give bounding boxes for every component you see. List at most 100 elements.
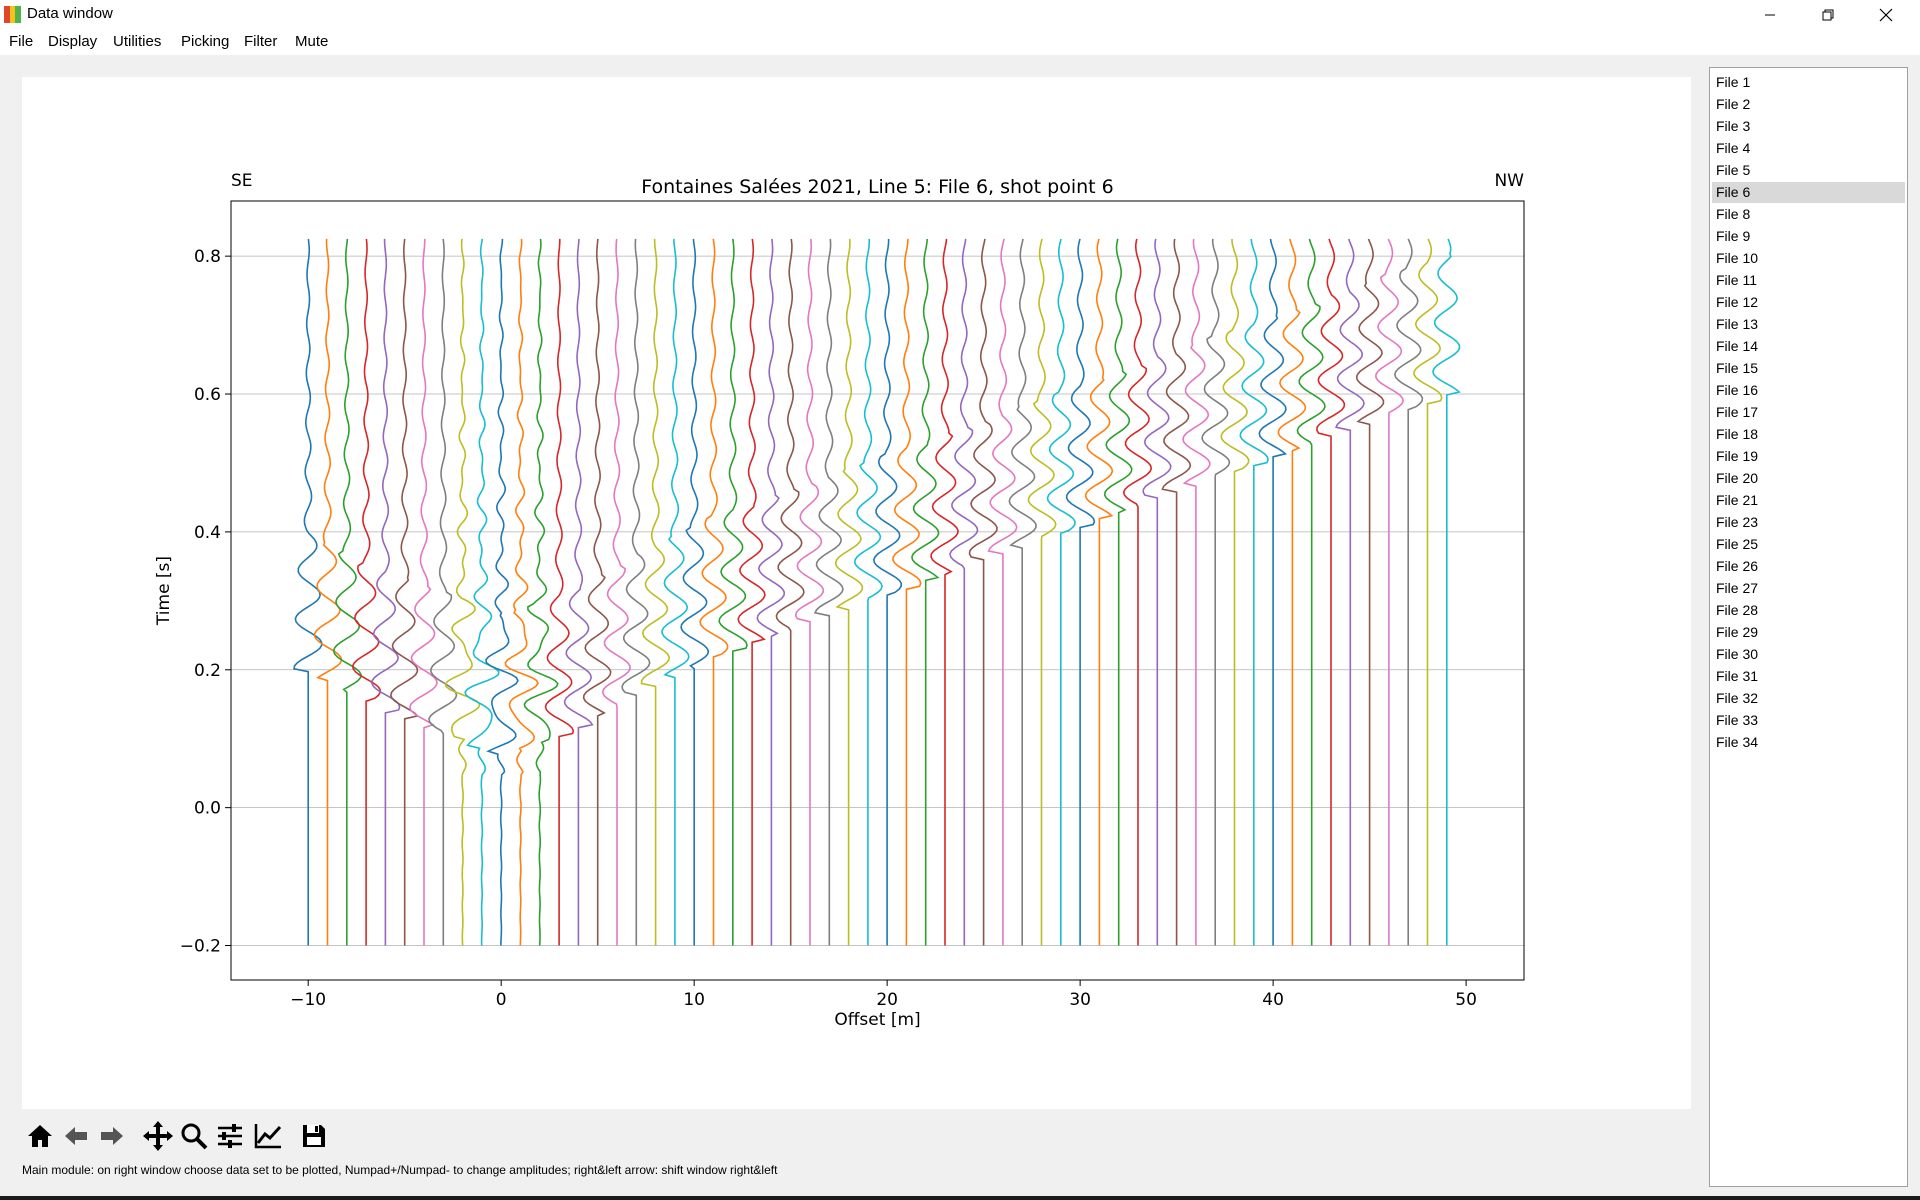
- menu-mute[interactable]: Mute: [295, 33, 329, 50]
- home-button[interactable]: [22, 1118, 58, 1154]
- seismic-trace: [371, 238, 401, 946]
- seismic-trace: [1375, 238, 1405, 946]
- file-list-item[interactable]: File 3: [1716, 118, 1751, 134]
- seismic-trace: [987, 238, 1018, 946]
- pan-button[interactable]: [140, 1118, 176, 1154]
- menu-bar: File Display Utilities Picking Filter Mu…: [0, 29, 1920, 55]
- file-list-item[interactable]: File 18: [1716, 426, 1759, 442]
- seismic-trace: [968, 238, 998, 946]
- seismic-trace: [756, 238, 786, 946]
- menu-picking[interactable]: Picking: [181, 33, 230, 50]
- window-title: Data window: [27, 5, 113, 22]
- minimize-button[interactable]: [1741, 0, 1799, 29]
- home-icon: [28, 1125, 52, 1147]
- back-button[interactable]: [58, 1118, 94, 1154]
- file-list[interactable]: File 1 File 2 File 3 File 4 File 5 File 6 File…: [1709, 67, 1908, 1187]
- edit-axis-button[interactable]: [250, 1118, 286, 1154]
- file-list-item[interactable]: File 33: [1716, 712, 1759, 728]
- seismic-trace: [1142, 238, 1172, 946]
- status-message: Main module: on right window choose data…: [22, 1163, 778, 1177]
- menu-display[interactable]: Display: [48, 33, 98, 50]
- file-list-item[interactable]: File 12: [1716, 294, 1759, 310]
- file-list-item[interactable]: File 26: [1716, 558, 1759, 574]
- seismic-trace: [1046, 238, 1076, 946]
- seismic-trace: [389, 238, 420, 946]
- file-list-item[interactable]: File 10: [1716, 250, 1759, 266]
- figure-canvas[interactable]: −10 0 10 20 30 40 50 −0.2 0.0 0.2 0.4 0.6 0.8 Fontai…: [22, 77, 1691, 1109]
- seismic-trace: [1393, 238, 1424, 946]
- file-list-item[interactable]: File 34: [1716, 734, 1759, 750]
- file-list-item[interactable]: File 8: [1716, 206, 1751, 222]
- seismic-trace: [1413, 238, 1443, 946]
- x-tick-label: 20: [876, 990, 898, 1010]
- seismic-plot[interactable]: −10 0 10 20 30 40 50 −0.2 0.0 0.2 0.4 0.6 0.8 Fontai…: [22, 77, 1691, 1109]
- seismic-trace: [428, 238, 458, 946]
- file-list-item[interactable]: File 25: [1716, 536, 1759, 552]
- menu-filter[interactable]: Filter: [244, 33, 278, 50]
- zoom-button[interactable]: [176, 1118, 212, 1154]
- seismic-trace: [563, 238, 594, 946]
- app-icon: [4, 6, 21, 23]
- seismic-trace: [444, 238, 481, 946]
- minimize-icon: [1765, 14, 1775, 15]
- seismic-trace: [1201, 238, 1231, 946]
- forward-button[interactable]: [94, 1118, 130, 1154]
- x-tick-label: 50: [1455, 990, 1477, 1010]
- file-list-item[interactable]: File 27: [1716, 580, 1759, 596]
- seismic-trace: [313, 238, 343, 946]
- subplots-button[interactable]: [212, 1118, 248, 1154]
- file-list-item[interactable]: File 17: [1716, 404, 1759, 420]
- direction-label-left: SE: [231, 171, 253, 191]
- y-tick-label: −0.2: [180, 937, 221, 957]
- seismic-trace: [911, 238, 940, 946]
- file-list-item[interactable]: File 16: [1716, 382, 1759, 398]
- seismic-trace: [1220, 238, 1250, 946]
- file-list-item[interactable]: File 29: [1716, 624, 1759, 640]
- seismic-trace: [718, 238, 748, 946]
- seismic-trace: [464, 238, 500, 946]
- file-list-item[interactable]: File 9: [1716, 228, 1751, 244]
- file-list-item[interactable]: File 5: [1716, 162, 1751, 178]
- seismic-trace: [504, 238, 539, 946]
- subplots-icon: [218, 1124, 242, 1148]
- file-list-item[interactable]: File 14: [1716, 338, 1759, 354]
- seismic-trace: [1103, 238, 1133, 946]
- seismic-trace: [1182, 238, 1211, 946]
- file-list-item[interactable]: File 13: [1716, 316, 1759, 332]
- close-button[interactable]: [1857, 0, 1915, 29]
- seismic-trace: [293, 238, 323, 946]
- seismic-trace: [1161, 238, 1192, 946]
- file-list-item[interactable]: File 15: [1716, 360, 1759, 376]
- file-list-item[interactable]: File 2: [1716, 96, 1751, 112]
- seismic-trace: [1122, 238, 1153, 946]
- file-list-item[interactable]: File 31: [1716, 668, 1759, 684]
- file-list-item[interactable]: File 4: [1716, 140, 1751, 156]
- file-list-item[interactable]: File 32: [1716, 690, 1759, 706]
- menu-utilities[interactable]: Utilities: [113, 33, 162, 50]
- seismic-trace: [775, 238, 805, 946]
- file-list-item[interactable]: File 19: [1716, 448, 1759, 464]
- zoom-icon: [181, 1123, 208, 1150]
- forward-arrow-icon: [101, 1127, 123, 1145]
- x-tick-label: 10: [683, 990, 705, 1010]
- file-list-item[interactable]: File 21: [1716, 492, 1759, 508]
- direction-label-right: NW: [1494, 171, 1524, 191]
- file-list-item[interactable]: File 20: [1716, 470, 1759, 486]
- save-button[interactable]: [296, 1118, 332, 1154]
- file-list-item[interactable]: File 1: [1716, 74, 1751, 90]
- file-list-item[interactable]: File 6: [1712, 182, 1905, 203]
- file-list-item[interactable]: File 28: [1716, 602, 1759, 618]
- file-list-item[interactable]: File 30: [1716, 646, 1759, 662]
- seismic-trace: [1296, 238, 1326, 946]
- seismic-trace: [853, 238, 883, 946]
- file-list-item[interactable]: File 23: [1716, 514, 1759, 530]
- axes-frame: [230, 200, 1525, 981]
- restore-button[interactable]: [1799, 0, 1857, 29]
- y-tick-label: 0.6: [194, 385, 221, 405]
- x-tick-label: −10: [290, 990, 326, 1010]
- seismic-trace: [1065, 238, 1096, 946]
- seismic-trace: [544, 238, 575, 946]
- file-list-item[interactable]: File 11: [1716, 272, 1757, 288]
- menu-file[interactable]: File: [9, 33, 34, 50]
- seismic-trace: [737, 238, 766, 946]
